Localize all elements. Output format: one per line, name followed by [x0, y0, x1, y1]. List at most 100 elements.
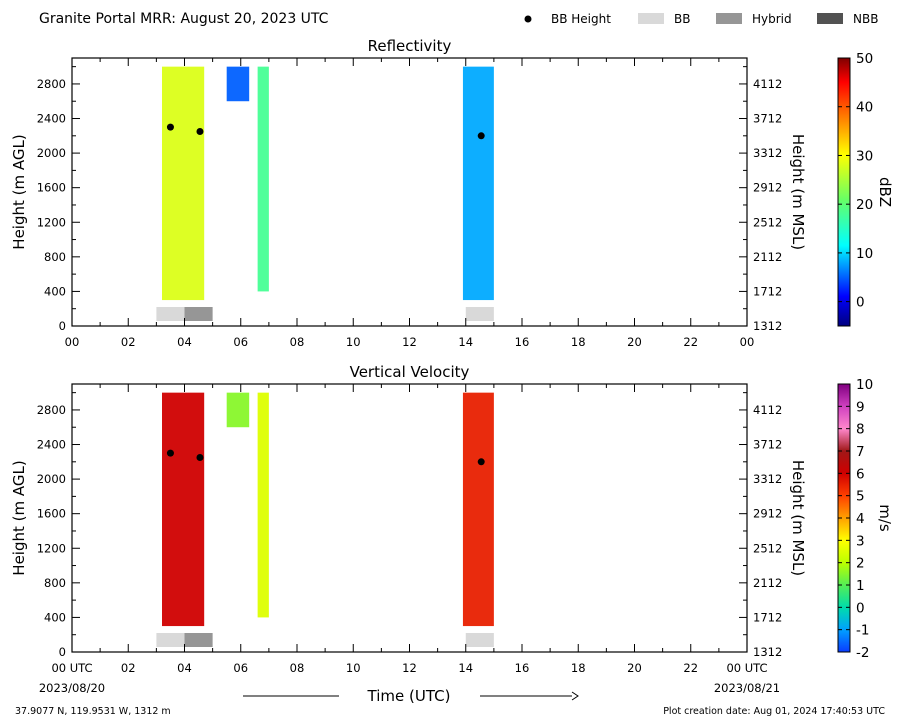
y-right-tick-label: 1712 — [753, 610, 782, 624]
colorbar-tick-label: 1 — [856, 578, 865, 594]
x-tick-label: 06 — [233, 661, 248, 675]
y-axis-label: Height (m AGL) — [10, 134, 28, 249]
x-tick-label: 18 — [571, 335, 586, 349]
echo-cell — [257, 392, 269, 618]
x-tick-label: 06 — [233, 335, 248, 349]
bb-height-point — [166, 123, 174, 131]
colorbar-tick-label: 0 — [856, 295, 865, 311]
legend-swatch — [638, 13, 664, 24]
start-date-label: 2023/08/20 — [39, 681, 105, 695]
colorbar-tick-label: 7 — [856, 444, 865, 460]
x-tick-label: 12 — [402, 335, 417, 349]
y-right-tick-label: 2912 — [753, 507, 782, 521]
colorbar-label: m/s — [876, 504, 894, 532]
y-right-tick-label: 4112 — [753, 403, 782, 417]
y-tick-label: 2400 — [37, 438, 66, 452]
location-info: 37.9077 N, 119.9531 W, 1312 m — [15, 706, 171, 717]
y-tick-label: 1200 — [37, 541, 66, 555]
panel-title: Reflectivity — [368, 37, 452, 55]
x-tick-label: 08 — [290, 661, 305, 675]
y-right-tick-label: 2912 — [753, 181, 782, 195]
bb-height-point — [196, 127, 204, 135]
y-tick-label: 2400 — [37, 112, 66, 126]
panel-title: Vertical Velocity — [350, 363, 470, 381]
x-tick-label: 12 — [402, 661, 417, 675]
colorbar — [837, 57, 851, 327]
colorbar-tick-label: -2 — [856, 645, 869, 661]
colorbar-tick-label: 9 — [856, 399, 865, 415]
x-tick-label: 22 — [683, 661, 698, 675]
arrow-head-icon — [571, 691, 579, 701]
echo-cell — [162, 392, 205, 627]
x-tick-label: 20 — [627, 335, 642, 349]
colorbar-tick-label: 30 — [856, 148, 873, 164]
y-right-tick-label: 2512 — [753, 541, 782, 555]
legend-label: Hybrid — [752, 12, 792, 26]
colorbar-tick-label: 40 — [856, 100, 873, 116]
y-tick-label: 800 — [44, 576, 66, 590]
y-tick-label: 1600 — [37, 181, 66, 195]
y-tick-label: 2800 — [37, 77, 66, 91]
x-tick-label: 22 — [683, 335, 698, 349]
y-right-tick-label: 1312 — [753, 319, 782, 333]
y-right-tick-label: 1312 — [753, 645, 782, 659]
x-tick-label: 04 — [177, 661, 192, 675]
y-tick-label: 2000 — [37, 146, 66, 160]
y-tick-label: 2800 — [37, 403, 66, 417]
y-axis-label: Height (m AGL) — [10, 460, 28, 575]
colorbar-tick-label: 50 — [856, 51, 873, 67]
x-tick-label: 00 — [740, 335, 755, 349]
colorbar-tick-label: 5 — [856, 489, 865, 505]
x-tick-label: 20 — [627, 661, 642, 675]
x-tick-label: 16 — [515, 335, 530, 349]
legend-label: NBB — [853, 12, 878, 26]
y-right-tick-label: 3712 — [753, 438, 782, 452]
plot-creation-date: Plot creation date: Aug 01, 2024 17:40:5… — [663, 706, 885, 717]
bb-height-point — [477, 458, 485, 466]
x-tick-label: 08 — [290, 335, 305, 349]
echo-cell — [226, 392, 250, 428]
y-right-tick-label: 3312 — [753, 146, 782, 160]
colorbar-tick-label: 20 — [856, 197, 873, 213]
y-tick-label: 0 — [59, 319, 66, 333]
y-tick-label: 1600 — [37, 507, 66, 521]
end-date-label: 2023/08/21 — [714, 681, 780, 695]
bb-height-point — [166, 449, 174, 457]
x-tick-label: 18 — [571, 661, 586, 675]
echo-cell — [226, 66, 250, 102]
echo-cell — [162, 66, 205, 301]
y-tick-label: 2000 — [37, 472, 66, 486]
x-tick-label: 02 — [121, 661, 136, 675]
bb-height-point — [477, 132, 485, 140]
y-right-tick-label: 4112 — [753, 77, 782, 91]
bright-band-legend: BB Height BB Hybrid NBB — [524, 12, 878, 26]
y-right-axis-label: Height (m MSL) — [789, 460, 807, 576]
y-right-tick-label: 1712 — [753, 284, 782, 298]
x-tick-label: 14 — [458, 661, 473, 675]
x-tick-label: 02 — [121, 335, 136, 349]
y-right-tick-label: 3312 — [753, 472, 782, 486]
legend-bb-height-marker — [524, 15, 532, 23]
echo-cell — [462, 66, 494, 301]
figure-title: Granite Portal MRR: August 20, 2023 UTC — [39, 11, 329, 27]
y-right-tick-label: 3712 — [753, 112, 782, 126]
bright-band-bar — [156, 307, 185, 321]
y-right-tick-label: 2112 — [753, 576, 782, 590]
x-tick-label: 14 — [458, 335, 473, 349]
echo-cell — [462, 392, 494, 627]
x-tick-label: 10 — [346, 661, 361, 675]
colorbar-tick-label: -1 — [856, 623, 869, 639]
x-tick-label: 00 UTC — [726, 661, 767, 675]
bright-band-bar — [184, 307, 213, 321]
bright-band-bar — [465, 307, 494, 321]
legend-label: BB — [674, 12, 690, 26]
colorbar-tick-label: 4 — [856, 511, 865, 527]
x-tick-label: 04 — [177, 335, 192, 349]
y-tick-label: 400 — [44, 284, 66, 298]
y-tick-label: 1200 — [37, 215, 66, 229]
y-right-tick-label: 2512 — [753, 215, 782, 229]
colorbar-tick-label: 10 — [856, 246, 873, 262]
x-tick-label: 10 — [346, 335, 361, 349]
